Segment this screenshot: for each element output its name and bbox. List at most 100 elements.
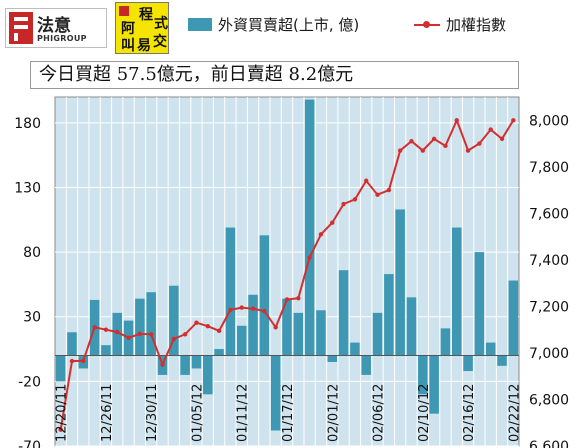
bar [452,227,462,356]
bar [372,312,383,356]
logo-char: 交 [153,34,167,50]
phigroup-logo-mark-icon [9,12,33,44]
index-point [171,336,177,342]
bar [485,342,496,356]
bar [259,235,270,356]
legend: 外資買賣超(上市, 億) 加權指數 [188,14,578,34]
left-axis-tick-label: 180 [14,116,41,132]
index-point [465,148,471,153]
index-point [454,118,459,123]
x-axis-tick-label: 12/30/11 [145,384,160,442]
index-point [148,332,154,337]
bar [463,355,473,372]
logo-char: 叫 [121,38,135,54]
headline-banner: 今日買超 57.5億元，前日賣超 8.2億元 [30,61,519,89]
x-axis-tick-label: 02/10/12 [417,384,432,442]
bar [293,312,304,356]
logo-char: 阿 [121,21,135,37]
index-point [69,358,75,364]
left-axis-tick-label: 130 [14,180,41,196]
legend-line-marker-icon [423,21,430,28]
right-axis-tick-label: 6,600 [529,439,569,448]
bar [270,355,281,431]
legend-bar-swatch [188,18,212,31]
index-point [386,187,392,193]
index-point [443,143,448,149]
index-point [364,178,369,183]
index-point [92,325,97,330]
logo-english-text: PHIGROUP [37,34,87,43]
bar [406,297,417,356]
vertical-gridlines [65,97,509,446]
bar [508,280,519,356]
bar [316,310,326,356]
bar [384,274,394,356]
right-axis-tick-label: 7,600 [529,206,569,222]
bar [350,342,360,356]
index-point [488,127,493,132]
logo-chinese-text: 法意 [37,16,71,36]
index-point [341,201,346,207]
index-point [103,327,109,332]
program-trading-logo: 程 式 阿 交 叫 易 [115,2,169,54]
x-axis-tick-label: 02/01/12 [326,384,341,442]
index-point [420,148,426,153]
bar [101,345,111,356]
bar [180,355,190,375]
index-point [250,306,256,311]
index-point [296,296,301,301]
bar [203,355,213,395]
x-axis-tick-label: 12/20/11 [55,384,70,442]
index-point [194,320,199,325]
index-point [205,323,210,329]
index-point [273,325,278,330]
logo-char: 程 [139,7,153,23]
left-axis-ticks: -70 -20 30 80 130 180 [14,116,41,448]
index-point [499,136,505,142]
bar [236,325,247,356]
index-point [409,139,414,144]
x-axis-tick-label: 02/16/12 [462,384,477,442]
right-axis-tick-label: 7,800 [529,160,569,176]
x-axis-tick-label: 02/06/12 [372,384,387,442]
index-point [216,328,222,334]
right-axis-tick-label: 7,000 [529,346,569,362]
index-point [262,308,267,314]
bar [440,328,451,356]
logo-char: 式 [154,16,168,32]
index-point [352,197,358,202]
index-line-series [58,117,516,432]
bar [429,355,439,414]
index-point [375,192,380,197]
bar [304,99,315,356]
bar [225,227,236,356]
plot-area [54,96,520,447]
bar [327,355,338,362]
right-axis-tick-label: 7,400 [529,253,569,269]
right-axis-tick-label: 7,200 [529,299,569,315]
bar [282,298,292,356]
index-point [58,427,63,432]
bar [361,355,371,375]
left-axis-tick-label: -70 [18,439,41,448]
bar [418,355,428,395]
index-point [318,232,324,237]
right-axis-tick-label: 8,000 [529,113,569,129]
right-axis-ticks: 6,600 6,800 7,000 7,200 7,400 7,600 7,800 8,000 [529,113,569,448]
index-point [126,335,131,341]
bar [146,292,156,356]
index-point [228,307,233,313]
bar [497,355,507,366]
bar [135,298,145,356]
bar [67,332,77,356]
bar [191,355,202,369]
index-point [115,329,120,335]
bar [55,355,66,382]
index-point [431,136,437,142]
index-point [284,297,290,302]
index-point [307,255,312,260]
index-point [397,148,403,153]
bar [214,349,224,356]
right-axis-tick-label: 6,800 [529,392,569,408]
